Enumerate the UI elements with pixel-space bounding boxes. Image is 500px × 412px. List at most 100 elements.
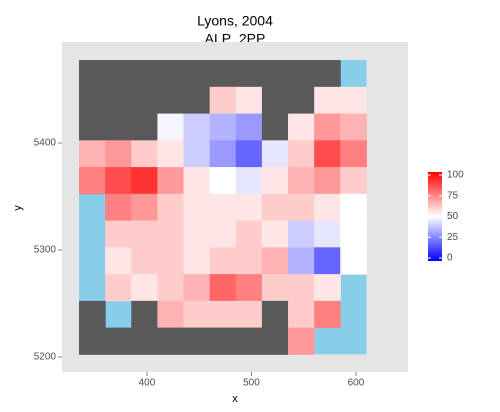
tile — [131, 327, 158, 355]
y-axis-label: y — [12, 205, 24, 211]
tile — [288, 274, 315, 302]
tile — [79, 300, 106, 329]
tile — [105, 86, 132, 115]
tile — [261, 247, 289, 275]
tile — [157, 274, 185, 302]
tile — [209, 300, 237, 329]
legend-label: 100 — [447, 170, 464, 181]
tile — [105, 60, 132, 88]
tile — [261, 300, 289, 329]
tile — [105, 140, 132, 168]
tile — [314, 247, 341, 275]
tile — [314, 193, 341, 222]
tile — [314, 274, 341, 302]
tile — [105, 327, 132, 355]
tile — [157, 300, 185, 329]
tile — [131, 300, 158, 329]
tile — [235, 86, 263, 115]
tile — [157, 327, 185, 355]
tile — [131, 220, 158, 248]
tile — [314, 60, 341, 88]
tile — [105, 247, 132, 275]
tile — [235, 247, 263, 275]
tile — [261, 140, 289, 168]
tile — [105, 113, 132, 141]
tile — [314, 220, 341, 248]
tile — [314, 113, 341, 141]
tile — [183, 274, 211, 302]
tile — [209, 247, 237, 275]
tile — [209, 86, 237, 115]
tile — [79, 60, 106, 88]
tile — [261, 193, 289, 222]
tile — [261, 220, 289, 248]
y-tick-label: 5400 — [34, 138, 57, 149]
tile — [157, 60, 185, 88]
tile — [340, 247, 367, 275]
tile — [340, 167, 367, 195]
tile — [131, 60, 158, 88]
tile — [340, 86, 367, 115]
tile — [79, 327, 106, 355]
tile — [183, 300, 211, 329]
tile — [157, 140, 185, 168]
tile — [183, 113, 211, 141]
tile — [235, 274, 263, 302]
tile — [183, 60, 211, 88]
tile — [157, 193, 185, 222]
tile — [235, 327, 263, 355]
tile — [235, 113, 263, 141]
tile — [288, 167, 315, 195]
tile — [131, 193, 158, 222]
tile — [340, 140, 367, 168]
x-tick-label: 600 — [348, 378, 365, 389]
tile — [261, 167, 289, 195]
tile — [209, 274, 237, 302]
tile — [131, 86, 158, 115]
tile — [288, 300, 315, 329]
tile — [183, 247, 211, 275]
tile — [288, 140, 315, 168]
tile — [209, 193, 237, 222]
tile — [288, 220, 315, 248]
tile — [261, 274, 289, 302]
tile — [340, 193, 367, 222]
tile — [261, 60, 289, 88]
legend-label: 75 — [447, 190, 459, 201]
tile — [79, 167, 106, 195]
tile — [288, 193, 315, 222]
legend-label: 50 — [447, 211, 459, 222]
tile — [105, 274, 132, 302]
y-tick-label: 5200 — [34, 352, 57, 363]
x-tick-label: 400 — [139, 378, 156, 389]
tile — [157, 247, 185, 275]
tile — [340, 220, 367, 248]
tile — [157, 220, 185, 248]
tile — [183, 193, 211, 222]
tile — [235, 220, 263, 248]
tile — [183, 140, 211, 168]
tile — [79, 113, 106, 141]
tile — [157, 167, 185, 195]
legend-label: 0 — [447, 253, 453, 264]
tile — [79, 140, 106, 168]
tile — [209, 167, 237, 195]
x-axis-label: x — [232, 393, 238, 405]
tile — [157, 113, 185, 141]
tile — [183, 327, 211, 355]
legend-label: 25 — [447, 232, 459, 243]
tile — [314, 167, 341, 195]
tile — [131, 274, 158, 302]
tile — [209, 60, 237, 88]
tile — [209, 113, 237, 141]
tile — [131, 167, 158, 195]
tile — [183, 220, 211, 248]
tile — [105, 193, 132, 222]
tile — [288, 60, 315, 88]
tile — [209, 220, 237, 248]
tile — [235, 300, 263, 329]
tile — [314, 86, 341, 115]
tile — [157, 86, 185, 115]
tile — [288, 113, 315, 141]
